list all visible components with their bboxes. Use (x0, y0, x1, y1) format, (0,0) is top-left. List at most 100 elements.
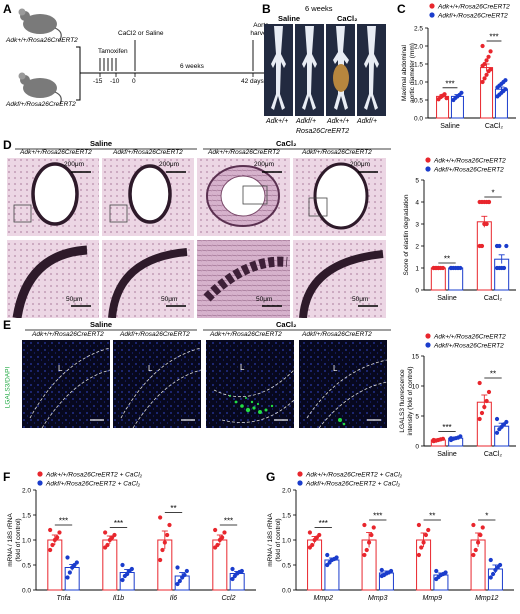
bar (476, 221, 492, 291)
data-point (65, 575, 70, 580)
legend-label-0: Adk+/+/Rosa26CreERT2 + CaCl₂ (305, 472, 403, 479)
y-tick-label: 0.0 (414, 115, 423, 122)
data-point (423, 532, 429, 538)
panel-b-cacl2: CaCl₂ (337, 14, 358, 23)
data-point (503, 87, 508, 92)
data-point (484, 58, 489, 63)
data-point (334, 555, 339, 560)
y-tick-label: 1.5 (414, 61, 423, 68)
y-tick-label: 1.5 (22, 512, 31, 519)
y-axis-label: LGALS3 fluorescence (399, 369, 406, 433)
sig-label: ** (444, 255, 450, 264)
panel-d-col-3: Adk+/+/Rosa26CreERT2 (208, 149, 280, 156)
data-point (480, 525, 485, 530)
data-point (103, 530, 108, 535)
x-tick-label: Ccl2 (221, 595, 235, 602)
legend-marker-0 (425, 157, 431, 163)
data-point (177, 578, 182, 584)
bar (47, 539, 63, 591)
panel-d-head-saline: Saline (90, 139, 113, 148)
legend-marker-0 (429, 3, 435, 9)
data-point (486, 54, 491, 59)
mouse-icon-top (18, 8, 62, 41)
panel-c-chart: Adk+/+/Rosa26CreERT2 Adkf/+/Rosa26CreERT2… (401, 3, 516, 130)
data-point (480, 43, 485, 49)
panel-e-col-2: Adkf/+/Rosa26CreERT2 (120, 331, 190, 338)
data-point (486, 199, 492, 205)
sig-label: * (485, 512, 488, 521)
data-point (482, 404, 487, 410)
scale-d-top-2: 200μm (159, 161, 180, 168)
mouse-bottom-label: Adkf/+/Rosa26CreERT2 (6, 101, 76, 108)
data-point (220, 535, 225, 540)
data-point (497, 243, 502, 249)
data-point (479, 243, 485, 249)
panel-e-side-label: LGALS3/DAPI (4, 366, 12, 409)
data-point (501, 265, 507, 271)
data-point (239, 568, 244, 574)
data-point (486, 389, 492, 395)
scale-d-bot-2: 50μm (161, 296, 178, 303)
legend-label-0: Adk+/+/Rosa26CreERT2 (433, 158, 506, 165)
data-point (494, 430, 500, 435)
data-point (475, 540, 481, 545)
data-point (50, 542, 55, 548)
bar (494, 258, 510, 291)
data-point (504, 243, 509, 249)
mouse-top-label: Adk+/+/Rosa26CreERT2 (6, 37, 78, 44)
legend-marker-0 (297, 471, 303, 477)
tick-label-m15: -15 (93, 78, 103, 85)
sig-label: *** (373, 512, 382, 521)
y-tick-label: 3 (415, 221, 419, 228)
data-point (477, 416, 482, 422)
panel-g-letter: G (266, 470, 276, 484)
data-point (120, 577, 125, 583)
sig-label: * (491, 189, 494, 198)
y-tick-label: 1.0 (22, 537, 31, 544)
legend-marker-1 (429, 12, 435, 18)
scale-d-top-3: 200μm (254, 161, 275, 168)
y-tick-label: 0 (415, 287, 419, 294)
panel-g-chart: Adk+/+/Rosa26CreERT2 + CaCl₂ Adkf/+/Rosa2… (267, 471, 514, 602)
data-point (175, 565, 180, 570)
panel-b-geno-3: Adk+/+ (327, 118, 350, 125)
data-point (120, 562, 125, 568)
legend-marker-1 (425, 342, 431, 348)
scale-d-bot-4: 50μm (352, 296, 369, 303)
y-tick-label: 0 (415, 443, 419, 450)
data-point (480, 79, 485, 85)
data-point (129, 566, 134, 572)
y-tick-label: 5 (415, 413, 419, 420)
x-tick-label: Saline (437, 295, 457, 302)
lumen-label-1: L (58, 364, 63, 373)
y-tick-label: 2.0 (414, 43, 423, 50)
data-point (364, 547, 369, 553)
sig-label: ** (170, 504, 176, 513)
x-tick-label: Mmp2 (314, 595, 334, 602)
sig-label: *** (319, 519, 328, 528)
scale-d-bot-1: 50μm (66, 296, 83, 303)
y-tick-label: 2.5 (414, 25, 423, 32)
y-axis-label: (fold of control) (15, 518, 22, 561)
sig-label: *** (489, 33, 498, 42)
y-axis-label: mRNA / 18S rRNA (267, 513, 274, 567)
legend-label-0: Adk+/+/Rosa26CreERT2 (433, 334, 506, 341)
y-tick-label: 0.5 (22, 562, 31, 569)
panel-b-geno-1: Adk+/+ (266, 118, 289, 125)
data-point (67, 570, 72, 575)
data-point (215, 542, 220, 548)
panel-d-histology (7, 158, 386, 318)
data-point (458, 265, 463, 271)
y-tick-label: 2.0 (282, 487, 291, 494)
data-point (434, 568, 439, 574)
tamoxifen-label: Tamoxifen (98, 48, 128, 55)
data-point (479, 410, 485, 416)
data-point (362, 552, 367, 558)
bar (430, 267, 446, 291)
tick-label-42: 42 days (241, 78, 264, 85)
y-tick-label: 1.0 (282, 537, 291, 544)
data-point (490, 571, 496, 577)
data-point (448, 265, 454, 271)
data-point (65, 555, 70, 560)
data-point (482, 61, 487, 67)
